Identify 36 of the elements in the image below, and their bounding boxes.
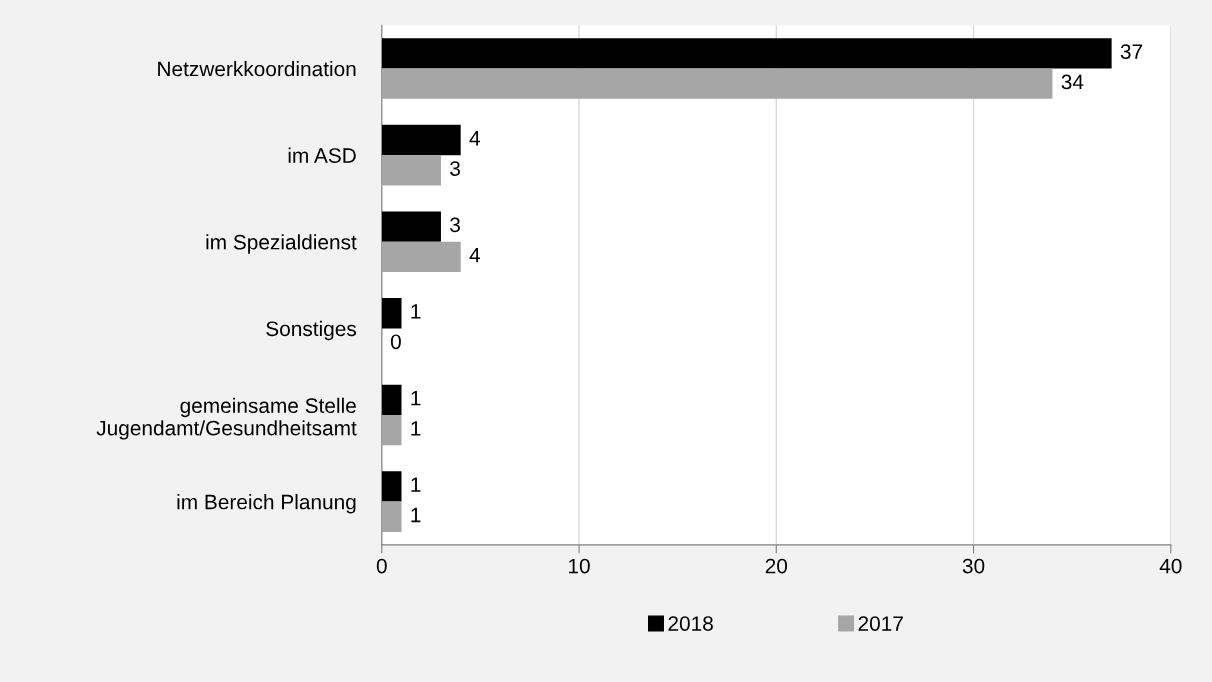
- bar: [381, 211, 441, 242]
- x-tick-label: 30: [962, 558, 985, 574]
- data-label: 4: [469, 247, 480, 263]
- data-label: 3: [450, 217, 460, 233]
- x-tick-label: 20: [765, 558, 788, 574]
- data-label: 34: [1061, 74, 1084, 90]
- x-tick-label: 10: [569, 558, 590, 574]
- data-label: 0: [390, 334, 401, 350]
- y-tick-label: Sonstiges: [266, 320, 357, 341]
- bar: [381, 298, 402, 329]
- y-tick-label: Netzwerkkoordination: [158, 60, 356, 77]
- bar: [381, 501, 402, 532]
- x-tick-label: 40: [1159, 558, 1182, 574]
- legend-label: 2017: [858, 616, 903, 631]
- bar: [381, 68, 1053, 99]
- bar: [381, 38, 1112, 69]
- data-label: 37: [1120, 44, 1143, 59]
- data-label: 1: [411, 390, 421, 406]
- y-tick-label: im ASD: [288, 147, 356, 163]
- y-tick-label: gemeinsame Stelle Jugendamt/Gesundheitsamt: [96, 397, 357, 440]
- data-label: 1: [411, 507, 421, 523]
- x-tick-label: 0: [376, 558, 387, 574]
- legend-label: 2018: [668, 616, 713, 631]
- bar: [381, 241, 461, 273]
- data-label: 3: [450, 161, 460, 176]
- bar: [381, 471, 402, 502]
- bar: [381, 415, 402, 446]
- data-label: 1: [411, 421, 421, 436]
- data-label: 4: [469, 131, 480, 146]
- y-tick-label: im Spezialdienst: [206, 234, 357, 254]
- bar: [381, 124, 461, 156]
- y-tick-label: im Bereich Planung: [177, 494, 356, 514]
- data-label: 1: [411, 304, 421, 319]
- data-label: 1: [411, 477, 421, 492]
- bar: [381, 155, 441, 186]
- bar: [381, 384, 402, 415]
